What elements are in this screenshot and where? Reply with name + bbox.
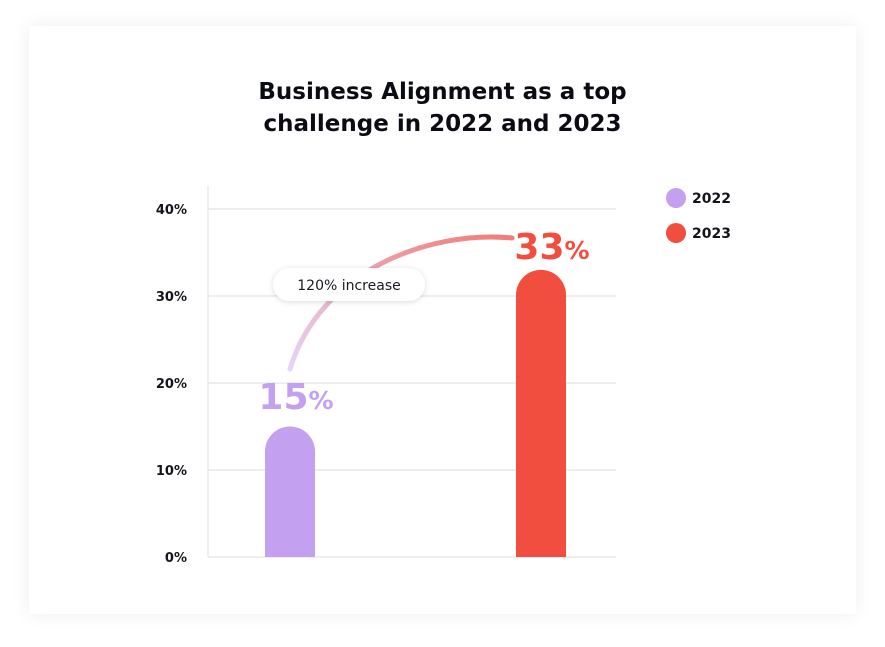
legend-label-2023: 2023 — [692, 226, 731, 242]
bar-2022 — [265, 426, 315, 557]
y-tick-label: 30% — [156, 290, 187, 305]
y-tick-label: 40% — [156, 203, 187, 218]
data-label-number: 15 — [258, 377, 308, 418]
chart-title-line-1: Business Alignment as a top — [258, 79, 627, 105]
y-tick-label: 10% — [156, 464, 187, 479]
chart-card — [29, 26, 856, 614]
chart-title: Business Alignment as a top challenge in… — [0, 76, 885, 140]
y-tick-label: 20% — [156, 377, 187, 392]
chart-title-line-2: challenge in 2022 and 2023 — [263, 111, 622, 137]
y-tick-label: 0% — [165, 551, 187, 566]
data-label-number: 33 — [514, 227, 564, 268]
data-label-unit: % — [309, 386, 334, 415]
data-label-2022: 15% — [258, 377, 333, 418]
increase-arc — [287, 234, 515, 372]
bar-2023 — [516, 269, 566, 557]
data-label-2023: 33% — [514, 227, 589, 268]
legend-swatch-2023 — [666, 223, 686, 243]
annotation-text: 120% increase — [297, 278, 400, 294]
annotation-pill — [273, 268, 425, 301]
data-label-unit: % — [565, 236, 590, 265]
legend-label-2022: 2022 — [692, 191, 731, 207]
legend-swatch-2022 — [666, 188, 686, 208]
